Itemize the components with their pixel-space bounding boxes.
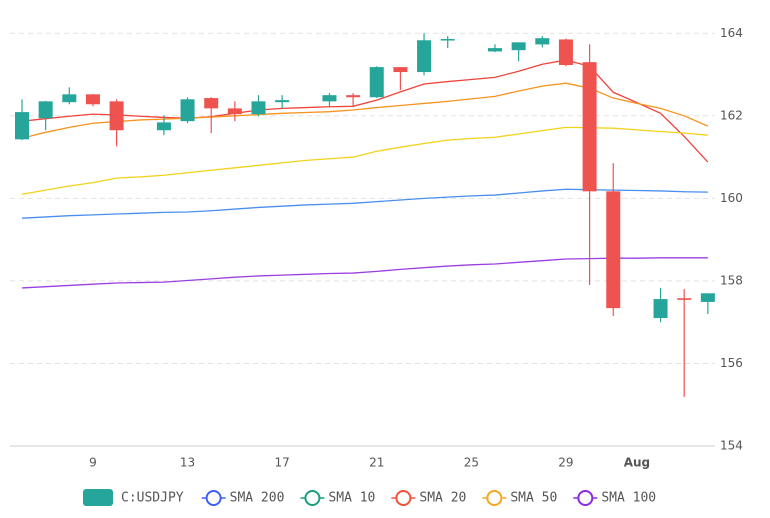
candle-body [606, 191, 621, 309]
sma-line [21, 126, 708, 195]
legend-label: SMA 200 [230, 491, 285, 506]
x-tick-label: Aug [624, 456, 650, 470]
candle-body [227, 108, 242, 115]
candle-body [440, 39, 455, 41]
candle-body [204, 98, 219, 109]
candle-body [558, 39, 573, 66]
x-tick-label: 21 [369, 456, 384, 470]
candle-body [251, 101, 266, 115]
x-tick-label: 29 [558, 456, 573, 470]
candle-body [156, 122, 171, 131]
candle-body [677, 298, 692, 300]
y-tick-label: 154 [720, 439, 743, 453]
candle-body [417, 40, 432, 73]
candle-body [180, 99, 195, 122]
y-tick-label: 164 [720, 26, 743, 40]
candle-body [393, 67, 408, 73]
candle-body [62, 94, 77, 103]
x-tick-label: 25 [464, 456, 479, 470]
legend-marker [395, 490, 412, 506]
candle-body [85, 94, 100, 105]
candle-body [275, 100, 290, 103]
x-tick-label: 9 [89, 456, 97, 470]
x-tick-label: 17 [275, 456, 290, 470]
sma-line [21, 257, 708, 289]
sma-line [21, 188, 708, 219]
candle-body [38, 101, 53, 119]
sma-line [21, 59, 709, 163]
candle-body [346, 95, 361, 98]
y-tick-label: 156 [720, 356, 743, 370]
sma-line [21, 82, 709, 139]
legend-marker [486, 490, 503, 506]
legend-label: SMA 10 [328, 491, 375, 506]
candle-body [582, 62, 597, 192]
candle-body [511, 42, 526, 51]
legend-label: SMA 50 [510, 491, 557, 506]
candle-body [535, 38, 550, 45]
legend-label: SMA 100 [601, 491, 656, 506]
y-tick-label: 158 [720, 273, 743, 287]
x-tick-label: 13 [180, 456, 195, 470]
candle-body [488, 48, 502, 52]
legend-label: C:USDJPY [121, 491, 184, 506]
candle-body [700, 293, 715, 302]
candle-body [15, 112, 29, 140]
candle-body [322, 95, 337, 102]
candle-body [109, 101, 124, 131]
y-tick-label: 162 [720, 108, 743, 122]
legend-marker [304, 490, 321, 506]
legend-label: SMA 20 [419, 491, 466, 506]
legend-swatch [83, 489, 113, 506]
legend-marker [205, 490, 222, 506]
y-tick-label: 160 [720, 191, 743, 205]
candle-body [653, 299, 668, 319]
candle-body [369, 67, 384, 98]
legend-marker [577, 490, 594, 506]
